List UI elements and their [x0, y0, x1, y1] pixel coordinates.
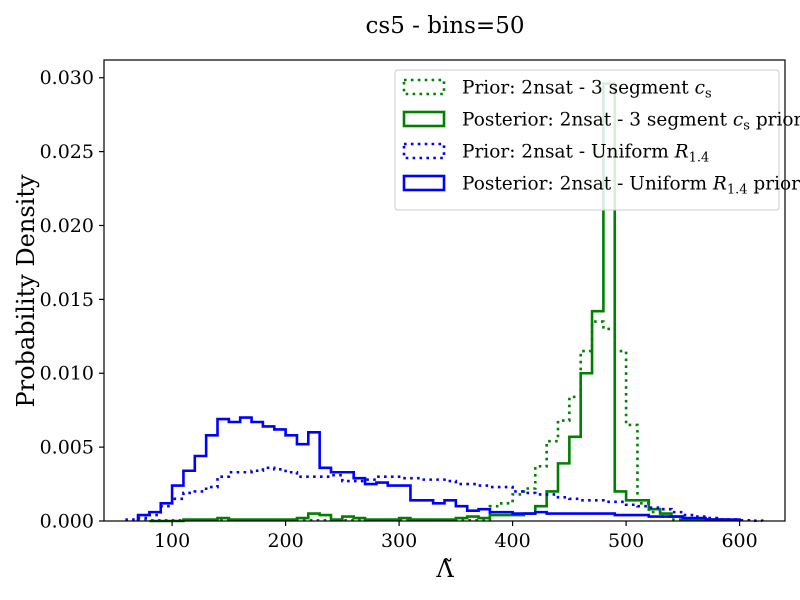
legend-box [394, 69, 780, 211]
x-axis-title: Λ̃ [435, 555, 454, 583]
legend-label: Posterior: 2nsat - Uniform R1.4 prior [462, 174, 800, 198]
y-axis-title: Probability Density [12, 174, 40, 408]
y-tick-label: 0.015 [40, 289, 94, 311]
legend-label: Prior: 2nsat - Uniform R1.4 [462, 142, 709, 166]
series-0-histogram [136, 320, 741, 522]
series-layer [125, 82, 764, 523]
y-tick-label: 0.005 [40, 437, 94, 459]
plot-frame [103, 59, 786, 522]
axes-layer: 100 200 300 400 500 600 0.000 0.005 0.010 0.015 0.… [40, 59, 786, 552]
y-tick-label: 0.010 [40, 363, 94, 385]
y-tick-label: 0.025 [40, 141, 94, 163]
y-tick-label: 0.000 [40, 511, 94, 533]
x-tick-label: 200 [267, 530, 303, 552]
x-tick-label: 100 [154, 530, 190, 552]
x-tick-label: 500 [608, 530, 644, 552]
series-1-histogram [149, 82, 730, 523]
y-tick-label: 0.020 [40, 215, 94, 237]
legend-handle [402, 110, 446, 128]
x-tick-label: 300 [381, 530, 417, 552]
x-tick-label: 400 [494, 530, 530, 552]
legend-handle [402, 174, 446, 192]
y-tick-label: 0.030 [40, 67, 94, 89]
legend-label: Posterior: 2nsat - 3 segment cs prior [462, 110, 800, 134]
series-2-histogram [125, 466, 764, 522]
legend: Prior: 2nsat - 3 segment cs Posterior: 2n… [394, 69, 800, 211]
series-3-histogram [136, 416, 741, 521]
x-tick-label: 600 [721, 530, 757, 552]
legend-label: Prior: 2nsat - 3 segment cs [462, 78, 712, 102]
chart-title: cs5 - bins=50 [366, 13, 525, 39]
